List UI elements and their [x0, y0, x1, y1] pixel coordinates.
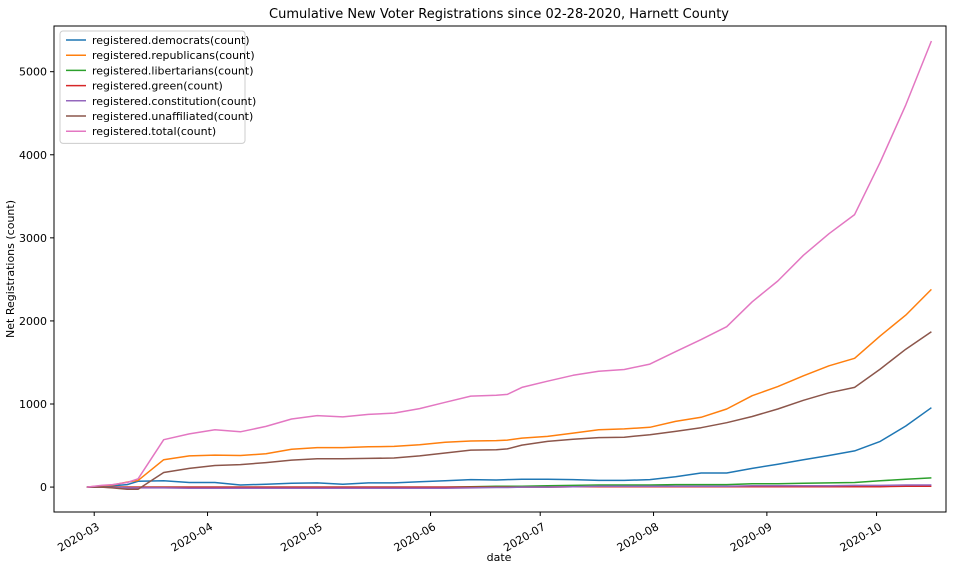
series-line-1 — [86, 407, 932, 488]
y-tick-label: 3000 — [19, 232, 47, 245]
legend-entry-4: registered.green(count) — [92, 80, 223, 93]
y-tick-label: 2000 — [19, 315, 47, 328]
y-axis: 0 1000 2000 3000 4000 5000 — [19, 66, 54, 494]
legend-entry-6: registered.unaffiliated(count) — [92, 110, 253, 123]
y-tick-label: 4000 — [19, 149, 47, 162]
series-line-2 — [86, 288, 932, 488]
legend-box — [59, 30, 246, 144]
y-tick-label: 5000 — [19, 66, 47, 79]
x-tick-label: 2020-09 — [728, 520, 774, 554]
y-tick-label: 0 — [40, 481, 47, 494]
x-tick-label: 2020-07 — [501, 520, 547, 554]
series-layer — [86, 40, 933, 490]
x-tick-label: 2020-08 — [615, 520, 661, 554]
x-tick-label: 2020-10 — [838, 520, 884, 554]
x-tick-label: 2020-03 — [55, 520, 101, 554]
plot-frame — [53, 25, 947, 513]
legend-entry-5: registered.constitution(count) — [92, 95, 256, 108]
x-tick-label: 2020-06 — [392, 520, 438, 554]
x-axis-label: date — [487, 551, 512, 564]
y-tick-label: 1000 — [19, 398, 47, 411]
legend: registered.democrats(count) registered.re… — [59, 30, 256, 144]
chart-title: Cumulative New Voter Registrations since… — [269, 7, 729, 22]
y-axis-label: Net Registrations (count) — [4, 200, 17, 338]
series-line-6 — [86, 331, 932, 490]
series-line-7 — [86, 40, 933, 488]
legend-entry-3: registered.libertarians(count) — [92, 64, 254, 77]
x-tick-label: 2020-04 — [169, 520, 215, 554]
x-tick-label: 2020-05 — [278, 520, 324, 554]
legend-entry-2: registered.republicans(count) — [92, 49, 255, 62]
x-axis: 2020-03 2020-04 2020-05 2020-06 2020-07 2020-… — [55, 512, 884, 555]
legend-entry-7: registered.total(count) — [92, 125, 216, 138]
legend-entry-1: registered.democrats(count) — [92, 34, 250, 47]
series-line-5 — [86, 484, 932, 490]
